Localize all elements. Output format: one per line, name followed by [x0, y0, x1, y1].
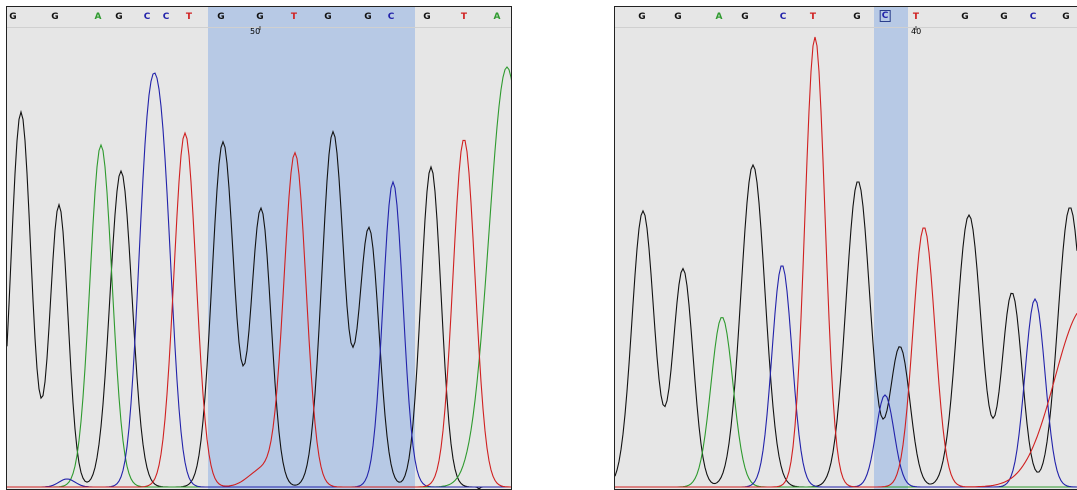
- trace-c: [7, 73, 512, 487]
- trace-a: [7, 67, 512, 487]
- trace-t: [615, 37, 1077, 487]
- trace-plot: [7, 7, 512, 490]
- trace-plot: [615, 7, 1077, 490]
- trace-t: [7, 133, 512, 487]
- trace-g: [615, 165, 1077, 487]
- trace-a: [615, 318, 1077, 487]
- trace-g: [7, 112, 512, 489]
